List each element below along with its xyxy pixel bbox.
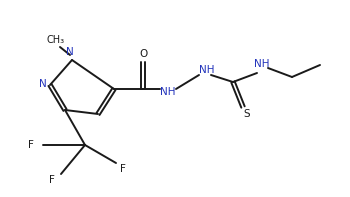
Text: S: S xyxy=(244,109,250,119)
Text: N: N xyxy=(39,79,47,89)
Text: CH₃: CH₃ xyxy=(47,35,65,45)
Text: NH: NH xyxy=(199,65,215,75)
Text: NH: NH xyxy=(254,59,270,69)
Text: NH: NH xyxy=(160,87,176,97)
Text: N: N xyxy=(66,47,74,57)
Text: F: F xyxy=(49,175,55,185)
Text: F: F xyxy=(120,164,126,174)
Text: O: O xyxy=(139,49,147,59)
Text: F: F xyxy=(28,140,34,150)
